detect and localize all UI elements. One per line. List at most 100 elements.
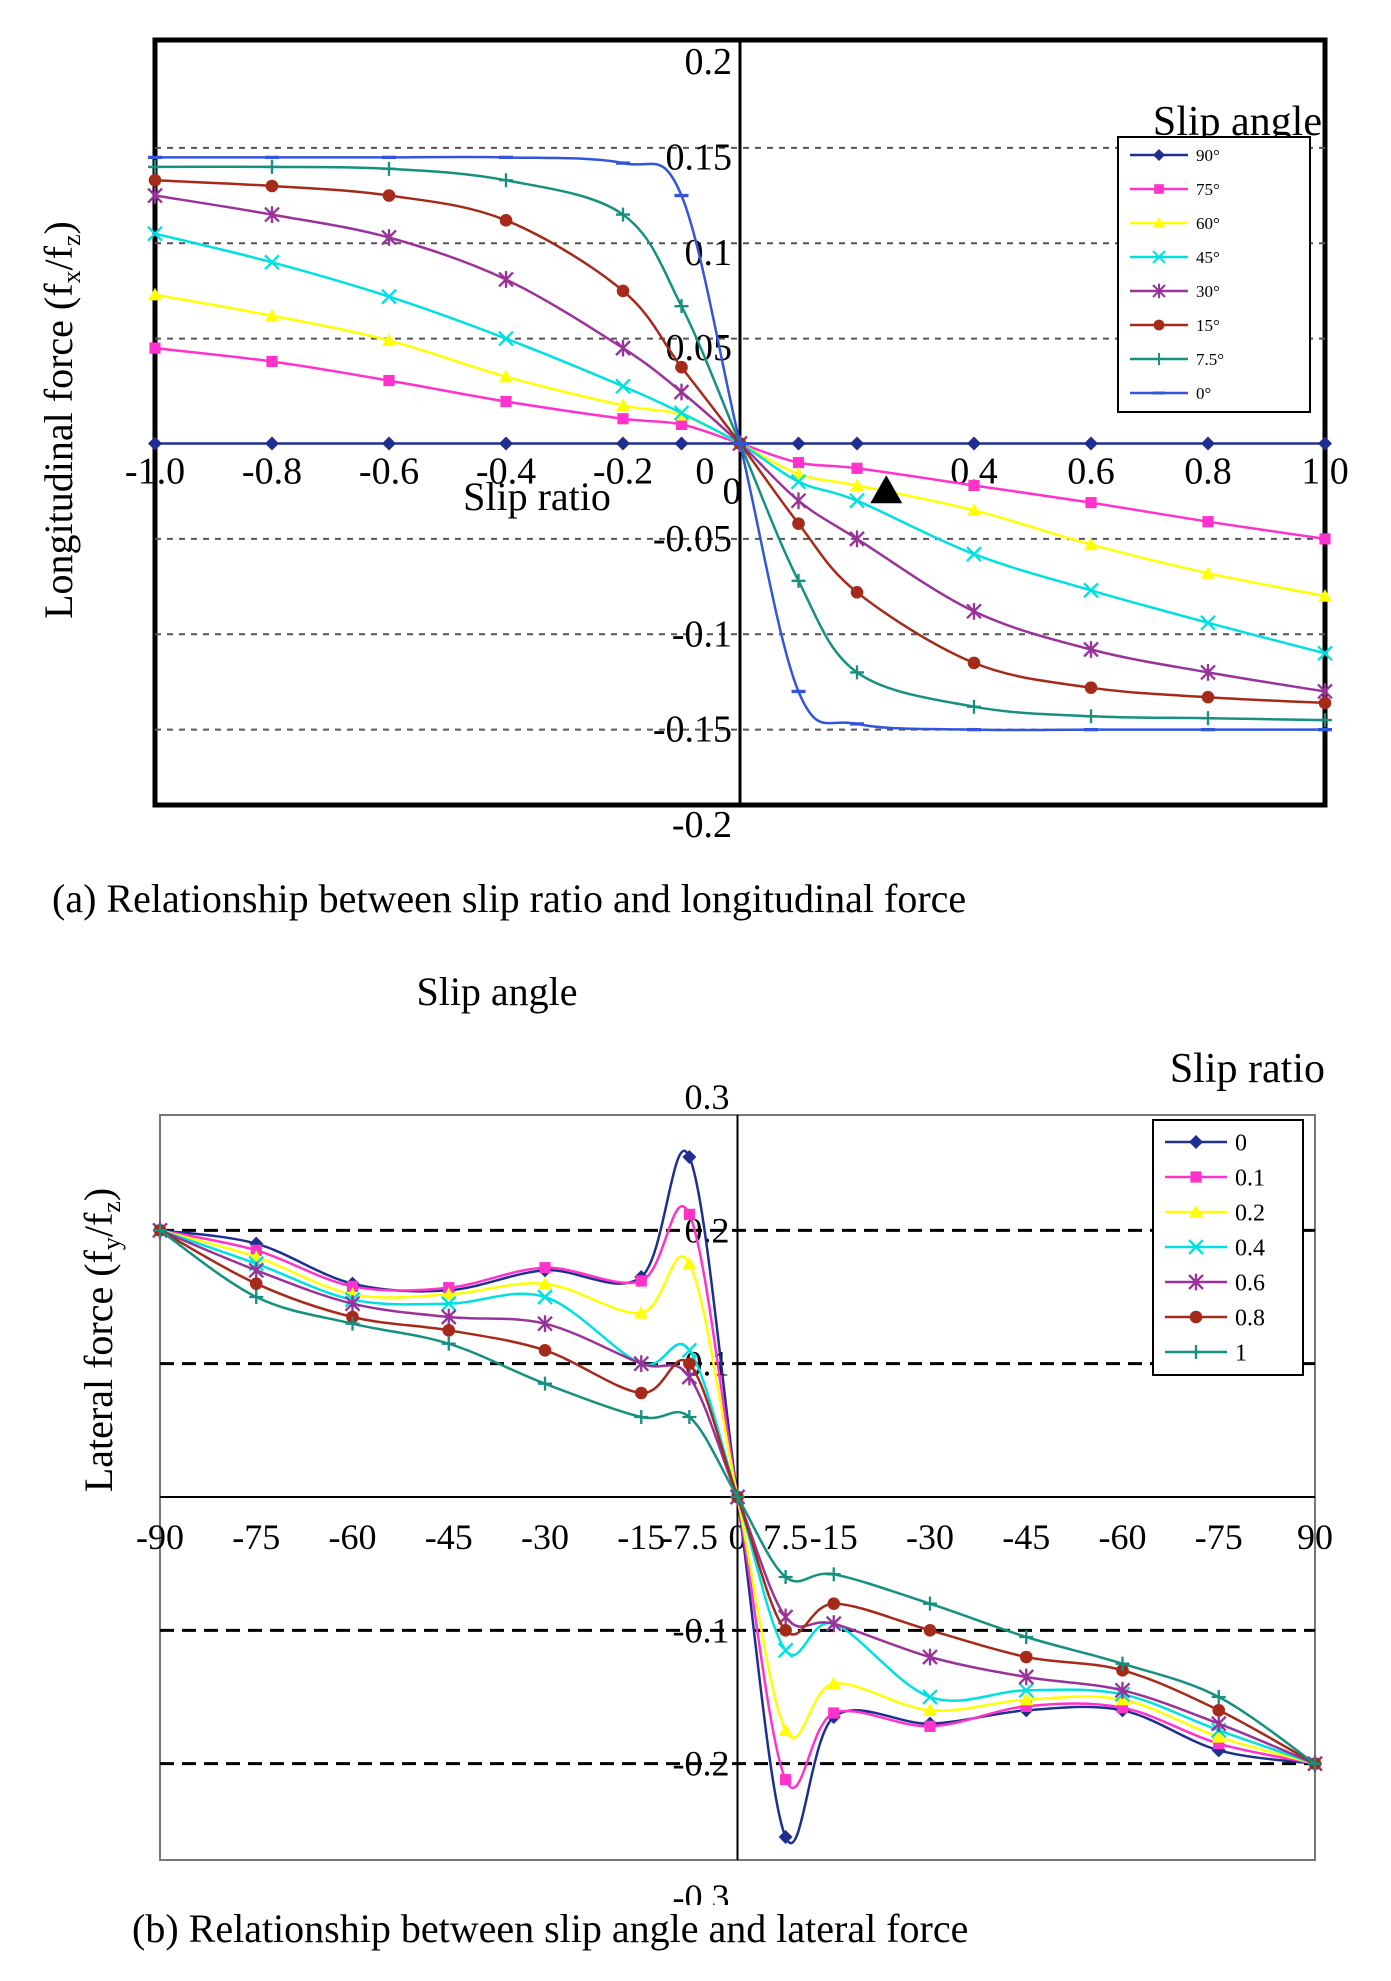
y-tick-label: 0.3: [685, 1077, 730, 1117]
data-point: [616, 207, 630, 222]
x-tick-label: -75: [232, 1517, 280, 1557]
legend-marker: [1189, 1345, 1203, 1359]
x-axis-title: Slip angle: [416, 969, 577, 1014]
data-point: [779, 1624, 792, 1637]
chart-longitudinal-force: 0.20.150.10.05-0.05-0.1-0.15-0.2-1.0 -0.8…: [36, 37, 1349, 846]
data-point: [850, 436, 864, 451]
data-point: [826, 1676, 841, 1690]
data-point: [673, 383, 690, 401]
legend-marker: [1189, 1135, 1203, 1149]
data-point: [633, 1355, 650, 1373]
data-point: [968, 479, 980, 492]
data-point: [616, 436, 630, 451]
caption-a: (a) Relationship between slip ratio and …: [52, 876, 967, 921]
data-point: [440, 1308, 457, 1326]
data-point: [265, 159, 279, 174]
data-point: [1211, 1743, 1226, 1758]
data-point: [850, 665, 864, 680]
data-point: [264, 254, 280, 271]
data-point: [828, 1707, 840, 1719]
data-point: [383, 374, 395, 387]
x-axis-title: Slip ratio: [463, 474, 611, 519]
x-tick-label: -7.5: [661, 1517, 718, 1557]
data-point: [967, 699, 981, 714]
legend-marker: [1153, 319, 1165, 331]
data-point: [1084, 537, 1098, 551]
data-point: [498, 330, 514, 347]
data-point: [264, 206, 280, 223]
data-point: [500, 395, 512, 408]
data-point: [1210, 1715, 1227, 1733]
data-point: [683, 1357, 696, 1370]
data-point: [825, 1615, 842, 1633]
y-axis-title-part: Longitudinal force (f: [36, 283, 81, 619]
y-axis-title: Longitudinal force (fx/fz): [36, 221, 86, 619]
legend-marker: [1152, 283, 1166, 299]
data-point: [778, 1830, 793, 1844]
legend-label: 75°: [1196, 180, 1220, 199]
x-tick-label: 7.5: [763, 1517, 808, 1557]
data-point: [673, 405, 690, 421]
x-tick-label: -45: [1002, 1517, 1050, 1557]
data-point: [827, 1597, 841, 1610]
data-point: [153, 1223, 167, 1238]
annotation-triangle: [870, 475, 903, 504]
data-point: [1318, 589, 1332, 602]
legend-label: 0.6: [1235, 1270, 1265, 1296]
data-point: [791, 436, 806, 451]
series-0°: [148, 155, 1332, 732]
data-point: [442, 1324, 456, 1337]
y-tick-label: 0.2: [685, 41, 733, 83]
data-point: [730, 1490, 745, 1504]
x-tick-label: -0.8: [242, 451, 302, 493]
legend-label: 15°: [1196, 316, 1220, 335]
data-point: [967, 656, 981, 670]
data-point: [790, 492, 807, 510]
data-point: [382, 189, 396, 202]
data-point: [923, 1624, 937, 1637]
data-point: [922, 1689, 938, 1705]
data-point: [1114, 1681, 1131, 1699]
data-point: [791, 467, 806, 480]
data-point: [265, 308, 279, 322]
data-point: [499, 214, 513, 227]
data-point: [1019, 1650, 1033, 1664]
data-point: [851, 462, 863, 474]
legend-marker: [1153, 217, 1165, 228]
x-tick-label: -30: [521, 1517, 569, 1557]
data-point: [826, 1567, 841, 1582]
data-point: [498, 271, 514, 288]
y-tick-label: -0.15: [653, 709, 732, 751]
x-tick-label: 0.8: [1184, 451, 1232, 493]
data-point: [967, 503, 981, 516]
data-point: [683, 1208, 695, 1220]
data-point: [1212, 1704, 1226, 1717]
data-point: [675, 418, 688, 431]
legend-label: 0: [1235, 1130, 1247, 1156]
data-point: [537, 1289, 553, 1305]
x-tick-label: -30: [906, 1517, 954, 1557]
data-point: [1211, 1730, 1226, 1743]
legend-label: 30°: [1196, 282, 1220, 301]
data-point: [149, 342, 161, 354]
data-point: [538, 1344, 552, 1357]
legend-label: 7.5°: [1196, 350, 1224, 369]
x-tick-label: -90: [136, 1517, 184, 1557]
data-point: [634, 1410, 649, 1424]
x-tick-label: -15: [810, 1517, 858, 1557]
data-point: [148, 173, 162, 187]
x-tick-label: 1.0: [1301, 451, 1349, 493]
data-point: [780, 1774, 792, 1786]
data-point: [1211, 1690, 1226, 1704]
y-tick-label: -0.2: [672, 804, 732, 846]
data-point: [382, 161, 396, 176]
data-point: [967, 436, 981, 451]
data-point: [148, 159, 162, 174]
data-point: [682, 1410, 697, 1424]
x-tick-label: -1.0: [125, 451, 185, 493]
data-point: [616, 284, 630, 298]
data-point: [1018, 1682, 1035, 1699]
data-point: [147, 225, 163, 242]
data-point: [682, 1150, 697, 1164]
data-point: [1201, 436, 1215, 451]
